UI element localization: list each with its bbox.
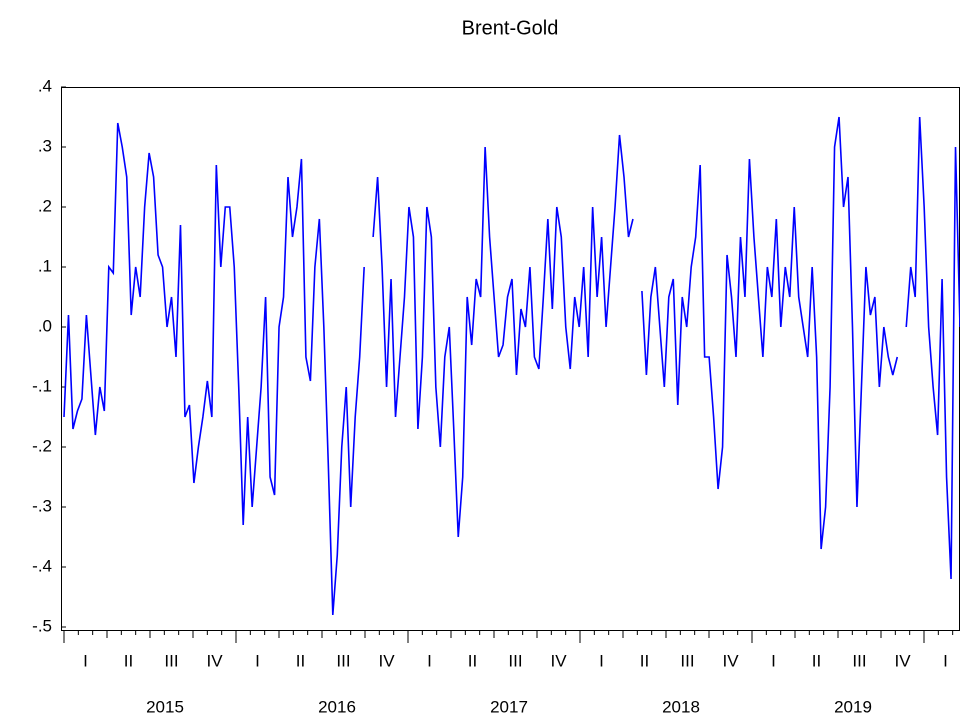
x-tick-label: I — [599, 651, 604, 670]
year-label: 2016 — [318, 697, 356, 716]
x-tick-label: IV — [378, 651, 395, 670]
x-tick-label: III — [336, 651, 350, 670]
x-tick-label: II — [812, 651, 821, 670]
x-tick-label: II — [296, 651, 305, 670]
data-line — [641, 116, 899, 550]
x-tick-label: I — [771, 651, 776, 670]
year-label: 2017 — [490, 697, 528, 716]
y-tick-label: .1 — [38, 256, 52, 275]
x-tick-label: III — [852, 651, 866, 670]
y-tick-label: -.2 — [32, 436, 52, 455]
y-tick-label: -.1 — [32, 376, 52, 395]
x-tick-label: IV — [894, 651, 911, 670]
data-line — [905, 116, 960, 580]
y-tick-label: -.3 — [32, 496, 52, 515]
y-tick-label: .3 — [38, 136, 52, 155]
year-label: 2015 — [146, 697, 184, 716]
x-tick-label: I — [83, 651, 88, 670]
x-tick-label: III — [508, 651, 522, 670]
y-tick-label: -.5 — [32, 616, 52, 635]
x-tick-label: II — [640, 651, 649, 670]
plot-frame — [61, 87, 960, 631]
x-tick-label: I — [427, 651, 432, 670]
x-tick-label: IV — [206, 651, 223, 670]
x-tick-label: III — [164, 651, 178, 670]
year-label: 2018 — [662, 697, 700, 716]
y-tick-label: -.4 — [32, 556, 52, 575]
plot-area — [63, 116, 960, 616]
x-tick-label: II — [124, 651, 133, 670]
x-tick-label: IV — [722, 651, 739, 670]
data-line — [372, 134, 634, 538]
x-tick-label: III — [680, 651, 694, 670]
x-tick-label: II — [468, 651, 477, 670]
year-label: 2019 — [834, 697, 872, 716]
y-tick-label: .0 — [38, 316, 52, 335]
x-tick-label: I — [255, 651, 260, 670]
x-tick-label: I — [943, 651, 948, 670]
data-line — [63, 122, 365, 616]
y-tick-label: .2 — [38, 196, 52, 215]
chart-title: Brent-Gold — [462, 17, 559, 39]
x-tick-label: IV — [550, 651, 567, 670]
y-tick-label: .4 — [38, 76, 52, 95]
